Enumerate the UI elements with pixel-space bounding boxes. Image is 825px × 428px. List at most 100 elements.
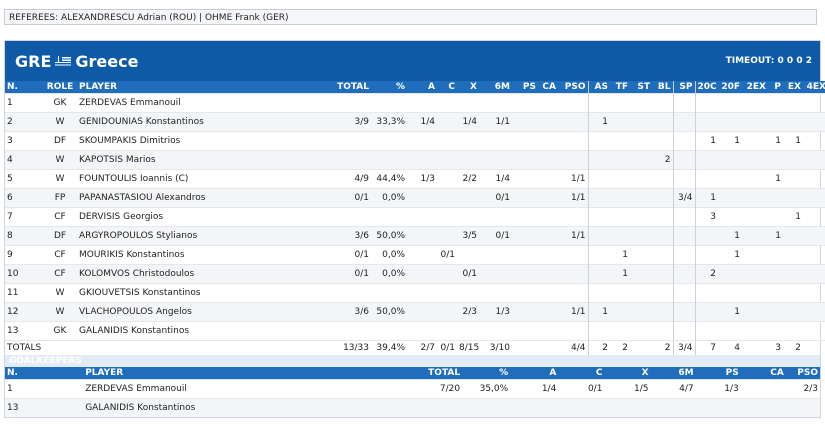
col-header[interactable]: EX: [783, 81, 803, 94]
gk-col-header[interactable]: X: [604, 367, 651, 380]
cell-player[interactable]: VLACHOPOULOS Angelos: [77, 302, 329, 322]
cell-player[interactable]: KAPOTSIS Marios: [77, 150, 329, 170]
gk-col-header[interactable]: PLAYER: [83, 367, 336, 380]
col-header[interactable]: X: [457, 81, 479, 94]
gk-col-header[interactable]: CA: [740, 367, 786, 380]
cell-ex: [783, 112, 803, 132]
cell-bl: [652, 321, 673, 341]
cell-c20: [694, 169, 718, 189]
cell-st: [630, 207, 652, 227]
cell-c: [437, 131, 457, 151]
cell-player[interactable]: GENIDOUNIAS Konstantinos: [77, 112, 329, 132]
cell-a: [407, 93, 437, 113]
col-header[interactable]: 20C: [694, 81, 718, 94]
cell-player[interactable]: GKIOUVETSIS Konstantinos: [77, 283, 329, 303]
cell-st: [630, 245, 652, 265]
total-f20: 4: [718, 340, 742, 355]
col-header[interactable]: CA: [538, 81, 558, 94]
gk-col-header[interactable]: PS: [695, 367, 741, 380]
gk-col-header[interactable]: 6M: [650, 367, 696, 380]
cell-x: [457, 188, 479, 208]
gk-col-header[interactable]: N.: [5, 367, 84, 380]
cell-total: 3/6: [329, 302, 371, 322]
cell-bl: [652, 226, 673, 246]
col-header[interactable]: BL: [652, 81, 673, 94]
cell-pso: [558, 131, 588, 151]
col-header[interactable]: %: [371, 81, 407, 94]
gk-col-header[interactable]: C: [558, 367, 605, 380]
cell-sp: [672, 283, 695, 303]
cell-pso: 1/1: [558, 302, 588, 322]
cell-c20: 3: [694, 207, 718, 227]
col-header[interactable]: C: [437, 81, 457, 94]
gk-col-header[interactable]: TOTAL: [335, 367, 463, 380]
gk-cell-c: [558, 398, 605, 417]
cell-pct: 0,0%: [371, 264, 407, 284]
cell-ca: [538, 283, 558, 303]
cell-pct: 0,0%: [371, 188, 407, 208]
col-header[interactable]: 4EX: [803, 81, 825, 94]
cell-player[interactable]: DERVISIS Georgios: [77, 207, 329, 227]
gk-cell-x: 1/5: [604, 379, 651, 399]
gk-cell-ps: 1/3: [695, 379, 741, 399]
cell-c: [437, 150, 457, 170]
cell-player[interactable]: KOLOMVOS Christodoulos: [77, 264, 329, 284]
gk-col-header[interactable]: A: [510, 367, 559, 380]
cell-player[interactable]: ZERDEVAS Emmanouil: [77, 93, 329, 113]
cell-ca: [538, 169, 558, 189]
cell-player[interactable]: ARGYROPOULOS Stylianos: [77, 226, 329, 246]
cell-ex4: [803, 245, 825, 265]
col-header[interactable]: TF: [610, 81, 630, 94]
col-header[interactable]: ST: [630, 81, 652, 94]
col-header[interactable]: PLAYER: [77, 81, 329, 94]
gk-cell-n: 1: [5, 379, 84, 399]
cell-ex2: [742, 188, 768, 208]
gk-cell-pct: 35,0%: [462, 379, 511, 399]
cell-ex: [783, 245, 803, 265]
cell-ex2: [742, 93, 768, 113]
cell-ex4: [803, 226, 825, 246]
cell-as: [587, 245, 610, 265]
col-header[interactable]: 6M: [479, 81, 512, 94]
cell-player[interactable]: FOUNTOULIS Ioannis (C): [77, 169, 329, 189]
col-header[interactable]: N.: [5, 81, 43, 94]
cell-player[interactable]: GALANIDIS Konstantinos: [77, 321, 329, 341]
cell-as: [587, 150, 610, 170]
cell-ca: [538, 321, 558, 341]
cell-ex: [783, 93, 803, 113]
cell-c20: [694, 245, 718, 265]
gk-cell-player[interactable]: GALANIDIS Konstantinos: [83, 398, 336, 417]
cell-empty: [43, 340, 77, 355]
cell-a: [407, 188, 437, 208]
cell-player[interactable]: MOURIKIS Konstantinos: [77, 245, 329, 265]
col-header[interactable]: 2EX: [742, 81, 768, 94]
cell-player[interactable]: PAPANASTASIOU Alexandros: [77, 188, 329, 208]
cell-ex4: [803, 188, 825, 208]
col-header[interactable]: P: [768, 81, 783, 94]
col-header[interactable]: A: [407, 81, 437, 94]
cell-f20: 1: [718, 226, 742, 246]
cell-empty: [77, 340, 329, 355]
cell-ex4: [803, 93, 825, 113]
cell-role: W: [43, 169, 77, 189]
gk-col-header[interactable]: PSO: [785, 367, 820, 380]
col-header[interactable]: TOTAL: [329, 81, 371, 94]
total-c20: 7: [694, 340, 718, 355]
col-header[interactable]: PS: [512, 81, 538, 94]
gk-col-header[interactable]: %: [462, 367, 511, 380]
col-header[interactable]: 20F: [718, 81, 742, 94]
cell-n: 10: [5, 264, 43, 284]
col-header[interactable]: PSO: [558, 81, 588, 94]
col-header[interactable]: AS: [587, 81, 610, 94]
cell-role: CF: [43, 245, 77, 265]
cell-ps: [512, 207, 538, 227]
gk-cell-player[interactable]: ZERDEVAS Emmanouil: [83, 379, 336, 399]
cell-x: [457, 93, 479, 113]
cell-c20: 1: [694, 131, 718, 151]
table-row: 7 CF DERVISIS Georgios 3 1: [5, 207, 825, 227]
cell-player[interactable]: SKOUMPAKIS Dimitrios: [77, 131, 329, 151]
cell-st: [630, 112, 652, 132]
cell-n: 6: [5, 188, 43, 208]
col-header[interactable]: SP: [672, 81, 695, 94]
col-header[interactable]: ROLE: [43, 81, 77, 94]
